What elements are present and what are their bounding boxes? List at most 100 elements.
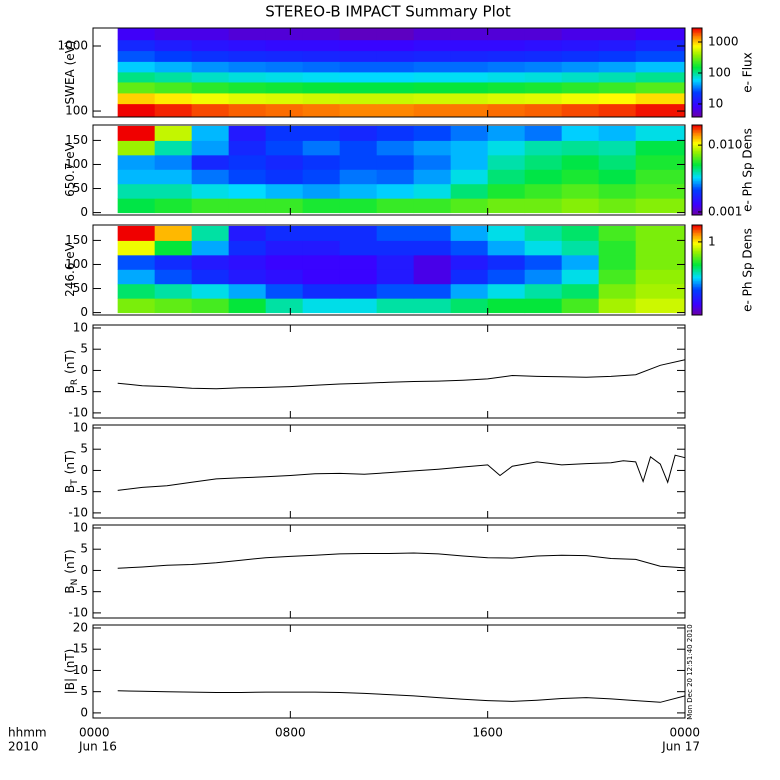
colorbar-swatch: [692, 62, 702, 65]
colorbar-swatch: [692, 48, 702, 51]
colorbar-swatch: [692, 103, 702, 106]
y-axis-label: |B| (nT): [63, 649, 77, 695]
colorbar-swatch: [692, 132, 702, 135]
heatmap-cell: [376, 103, 415, 118]
heatmap-cell: [635, 103, 686, 118]
heatmap-cell: [561, 225, 600, 241]
heatmap-cell: [450, 298, 489, 314]
heatmap-cell: [339, 283, 378, 299]
colorbar-swatch: [692, 168, 702, 171]
colorbar-swatch: [692, 32, 702, 35]
panel-frame: [92, 27, 686, 118]
heatmap-cell: [228, 198, 267, 214]
colorbar-swatch: [692, 73, 702, 76]
heatmap-cell: [154, 61, 193, 73]
heatmap-cell: [524, 92, 563, 105]
colorbar-swatch: [692, 229, 702, 232]
y-axis-label: BR (nT): [63, 350, 80, 394]
heatmap-cell: [265, 81, 304, 94]
heatmap-cell: [265, 61, 304, 73]
heatmap-cell: [154, 183, 193, 199]
heatmap-cell: [487, 154, 526, 170]
colorbar-swatch: [692, 234, 702, 236]
heatmap-cell: [191, 254, 230, 270]
heatmap-cell: [450, 283, 489, 299]
heatmap-cell: [598, 240, 637, 256]
plot-title: STEREO-B IMPACT Summary Plot: [265, 3, 511, 21]
colorbar-swatch: [692, 51, 702, 54]
heatmap-cell: [191, 140, 230, 156]
colorbar-swatch: [692, 39, 702, 42]
heatmap-cell: [302, 92, 341, 105]
heatmap-cell: [487, 92, 526, 105]
heatmap-cell: [376, 125, 415, 141]
colorbar-swatch: [692, 146, 702, 148]
heatmap-cell: [635, 169, 686, 185]
heatmap-cell: [154, 140, 193, 156]
heatmap-cell: [561, 61, 600, 73]
colorbar-frame: [691, 224, 703, 316]
colorbar-swatch: [692, 65, 702, 68]
y-label-main: |B|: [63, 678, 77, 694]
colorbar-swatch: [692, 152, 702, 154]
heatmap-cell: [561, 71, 600, 83]
y-tick-label: 150: [65, 233, 88, 247]
heatmap-cell: [524, 140, 563, 156]
y-label-main: 650.7 eV: [63, 142, 77, 197]
y-tick-label: -10: [68, 605, 88, 619]
colorbar-swatch: [692, 29, 702, 32]
colorbar-swatch: [692, 259, 702, 262]
heatmap-cell: [598, 140, 637, 156]
heatmap-cell: [598, 298, 637, 314]
colorbar-swatch: [692, 235, 702, 238]
heatmap-cell: [191, 50, 230, 62]
heatmap-cell: [339, 81, 378, 94]
heatmap-cell: [524, 254, 563, 270]
colorbar-swatch: [692, 182, 702, 184]
colorbar-swatch: [692, 301, 702, 304]
colorbar-swatch: [692, 261, 702, 263]
heatmap-cell: [413, 92, 452, 105]
heatmap-cell: [413, 225, 452, 241]
panel-frame: [92, 224, 686, 316]
heatmap-cell: [598, 92, 637, 105]
heatmap-cell: [191, 269, 230, 285]
heatmap-cell: [191, 169, 230, 185]
heatmap-cell: [117, 125, 156, 141]
colorbar-swatch: [692, 159, 702, 162]
heatmap-cell: [265, 140, 304, 156]
colorbar-swatch: [692, 291, 702, 293]
colorbar-swatch: [692, 207, 702, 210]
colorbar-swatch: [692, 140, 702, 142]
colorbar-swatch: [692, 174, 702, 177]
colorbar-swatch: [692, 59, 702, 62]
heatmap-cell: [228, 169, 267, 185]
heatmap-cell: [376, 28, 415, 41]
heatmap-cell: [191, 240, 230, 256]
heatmap-cell: [376, 298, 415, 314]
heatmap-cell: [413, 254, 452, 270]
heatmap-cell: [561, 140, 600, 156]
heatmap-cell: [191, 183, 230, 199]
heatmap-cell: [117, 169, 156, 185]
colorbar-swatch: [692, 189, 702, 192]
data-line: [117, 552, 686, 569]
heatmap-cell: [413, 81, 452, 94]
y-tick-label: 100: [65, 157, 88, 171]
heatmap-cell: [228, 225, 267, 241]
heatmap-cell: [598, 125, 637, 141]
heatmap-cell: [117, 298, 156, 314]
heatmap-cell: [154, 254, 193, 270]
heatmap-cell: [561, 125, 600, 141]
heatmap-cell: [487, 269, 526, 285]
y-label-main: B: [63, 585, 77, 593]
heatmap-cell: [228, 298, 267, 314]
panel-frame: [92, 324, 686, 419]
heatmap-cell: [413, 169, 452, 185]
colorbar-swatch: [692, 286, 702, 289]
heatmap-cell: [228, 81, 267, 94]
heatmap-cell: [635, 140, 686, 156]
heatmap-cell: [413, 140, 452, 156]
heatmap-cell: [302, 39, 341, 52]
heatmap-cell: [450, 140, 489, 156]
